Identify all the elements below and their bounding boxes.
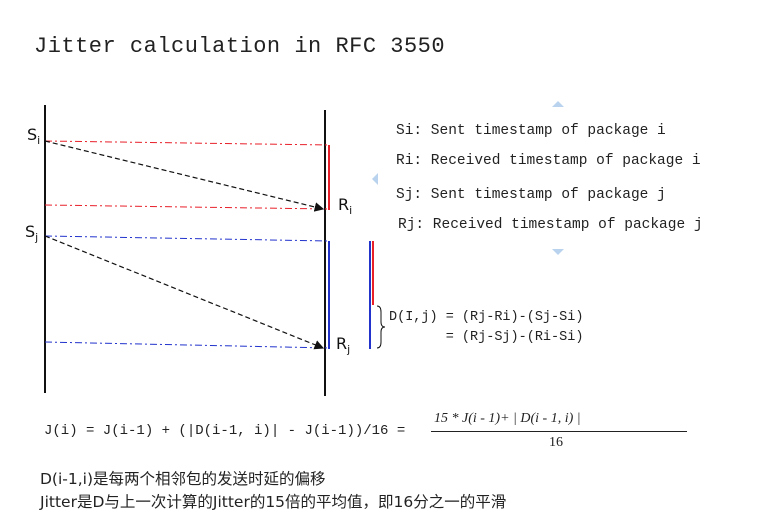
d-formula-line1: D(I,j) = (Rj-Ri)-(Sj-Si)	[389, 310, 584, 325]
blue-guide-sj	[44, 235, 331, 242]
red-guide-ri	[44, 204, 331, 210]
packet-i-arrow	[44, 140, 325, 212]
label-ri: Ri	[338, 195, 353, 218]
label-si: Si	[27, 125, 41, 148]
legend-sj: Sj: Sent timestamp of package j	[396, 187, 666, 203]
red-guide-si	[44, 140, 331, 146]
nav-up-icon	[552, 101, 564, 107]
legend-si: Si: Sent timestamp of package i	[396, 123, 666, 139]
note-jitter-definition: Jitter是D与上一次计算的Jitter的15倍的平均值，即16分之一的平滑	[40, 493, 507, 511]
label-rj: Rj	[336, 334, 351, 357]
note-d-definition: D(i-1,i)是每两个相邻包的发送时延的偏移	[40, 470, 326, 488]
label-sj: Sj	[25, 222, 39, 245]
nav-left-icon	[372, 173, 378, 185]
blue-guide-rj	[44, 341, 331, 349]
page-title: Jitter calculation in RFC 3550	[34, 34, 446, 59]
jitter-fraction-denominator: 16	[549, 435, 563, 450]
legend-rj: Rj: Received timestamp of package j	[398, 217, 703, 233]
d-brace	[376, 305, 386, 349]
packet-j-arrow	[44, 235, 325, 350]
jitter-fraction-numerator: 15 * J(i - 1)+ | D(i - 1, i) |	[434, 411, 581, 426]
d-formula-line2: = (Rj-Sj)-(Ri-Si)	[389, 330, 584, 345]
jitter-formula: J(i) = J(i-1) + (|D(i-1, i)| - J(i-1))/1…	[44, 423, 406, 439]
legend-ri: Ri: Received timestamp of package i	[396, 153, 701, 169]
fraction-bar	[431, 431, 687, 432]
nav-down-icon	[552, 249, 564, 255]
